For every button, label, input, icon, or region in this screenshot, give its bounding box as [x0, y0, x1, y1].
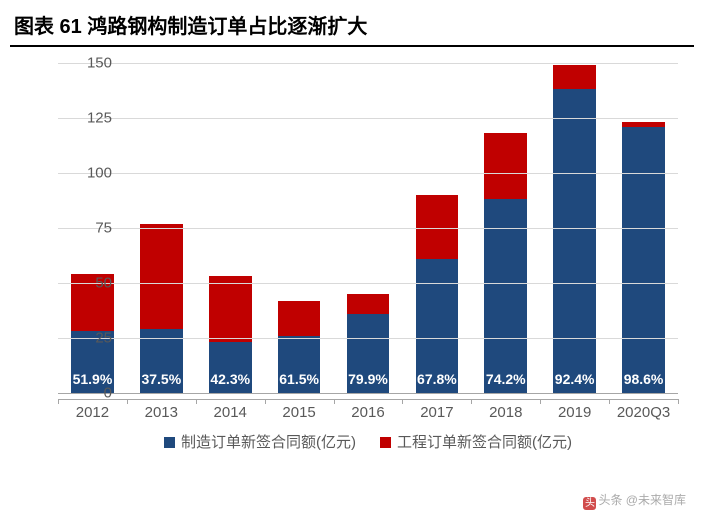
chart-container: 51.9%37.5%42.3%61.5%79.9%67.8%74.2%92.4%… [10, 53, 694, 453]
x-tick-label: 2014 [196, 399, 265, 421]
x-axis-tick [402, 399, 403, 404]
bar-percent-label: 74.2% [484, 371, 527, 387]
legend-item: 制造订单新签合同额(亿元) [164, 431, 356, 452]
bar-segment [209, 276, 252, 342]
watermark: 头头条 @未来智库 [583, 491, 686, 510]
gridline [58, 118, 678, 119]
x-tick-label: 2012 [58, 399, 127, 421]
x-tick-label: 2018 [471, 399, 540, 421]
y-tick-label: 25 [72, 330, 112, 347]
x-tick-label: 2020Q3 [609, 399, 678, 421]
x-axis-tick [196, 399, 197, 404]
bar-percent-label: 42.3% [209, 371, 252, 387]
title-divider [10, 45, 694, 47]
bar-segment [140, 224, 183, 330]
y-tick-label: 100 [72, 165, 112, 182]
bar-percent-label: 37.5% [140, 371, 183, 387]
x-tick-label: 2017 [402, 399, 471, 421]
legend-label: 制造订单新签合同额(亿元) [181, 434, 356, 451]
legend-swatch [380, 437, 391, 448]
legend-label: 工程订单新签合同额(亿元) [397, 434, 572, 451]
x-axis-tick [678, 399, 679, 404]
gridline [58, 173, 678, 174]
bar-percent-label: 98.6% [622, 371, 665, 387]
y-tick-label: 125 [72, 110, 112, 127]
gridline [58, 283, 678, 284]
bar-segment [278, 301, 321, 336]
x-axis-tick [540, 399, 541, 404]
bar-segment [416, 195, 459, 259]
bar-percent-label: 92.4% [553, 371, 596, 387]
gridline [58, 393, 678, 394]
legend-swatch [164, 437, 175, 448]
bar-percent-label: 67.8% [416, 371, 459, 387]
x-tick-label: 2019 [540, 399, 609, 421]
plot-area: 51.9%37.5%42.3%61.5%79.9%67.8%74.2%92.4%… [58, 63, 678, 393]
bar-segment [553, 89, 596, 393]
x-axis-tick [265, 399, 266, 404]
bar-segment [347, 294, 390, 314]
gridline [58, 228, 678, 229]
x-tick-label: 2015 [265, 399, 334, 421]
legend: 制造订单新签合同额(亿元) 工程订单新签合同额(亿元) [58, 431, 678, 452]
x-axis-tick [471, 399, 472, 404]
x-tick-label: 2013 [127, 399, 196, 421]
legend-item: 工程订单新签合同额(亿元) [380, 431, 572, 452]
bar-percent-label: 61.5% [278, 371, 321, 387]
gridline [58, 338, 678, 339]
y-tick-label: 75 [72, 220, 112, 237]
chart-title: 图表 61 鸿路钢构制造订单占比逐渐扩大 [0, 0, 704, 45]
x-axis-labels: 201220132014201520162017201820192020Q3 [58, 399, 678, 419]
x-axis-tick [334, 399, 335, 404]
bar-segment [622, 122, 665, 126]
x-axis-tick [609, 399, 610, 404]
watermark-icon: 头 [583, 497, 596, 510]
bar-segment [553, 65, 596, 89]
watermark-text: 头条 @未来智库 [598, 493, 686, 507]
x-axis-tick [127, 399, 128, 404]
bar-percent-label: 79.9% [347, 371, 390, 387]
y-tick-label: 50 [72, 275, 112, 292]
gridline [58, 63, 678, 64]
bar-segment [622, 127, 665, 393]
x-axis-tick [58, 399, 59, 404]
bar-segment [484, 133, 527, 199]
x-tick-label: 2016 [334, 399, 403, 421]
y-tick-label: 150 [72, 55, 112, 72]
